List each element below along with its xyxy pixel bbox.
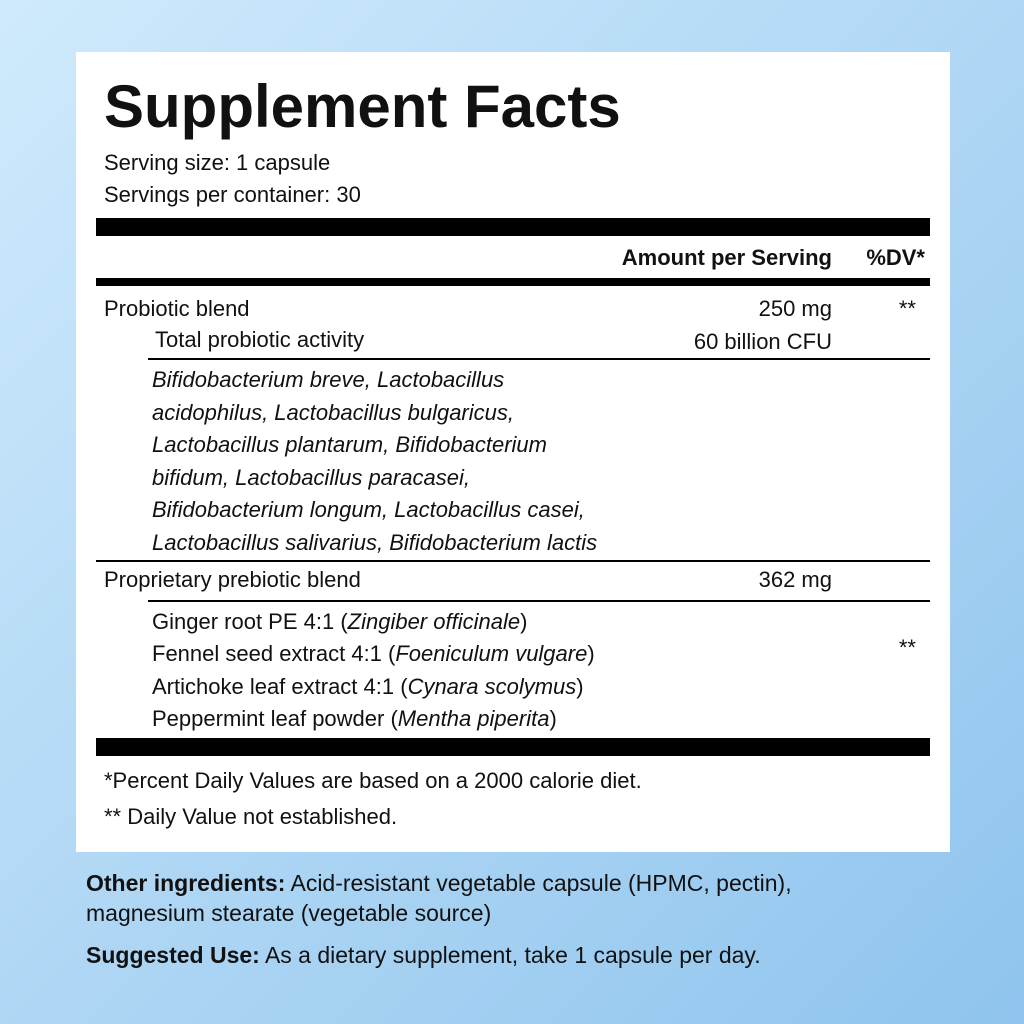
probiotic-dv: ** bbox=[898, 296, 916, 321]
thick-rule bbox=[96, 738, 930, 756]
thin-rule bbox=[148, 358, 930, 360]
ingredient-part: Foeniculum vulgare bbox=[395, 641, 588, 667]
strain-line: Lactobacillus plantarum, Bifidobacterium bbox=[152, 432, 547, 458]
thick-rule bbox=[96, 218, 930, 236]
servings-per-container: Servings per container: 30 bbox=[104, 182, 361, 207]
ingredient-part: ) bbox=[576, 673, 584, 699]
strain-line: bifidum, Lactobacillus paracasei, bbox=[152, 464, 470, 490]
strain-line: Bifidobacterium longum, Lactobacillus ca… bbox=[152, 497, 585, 523]
ingredient-part: Peppermint leaf powder ( bbox=[152, 705, 398, 731]
serving-size: Serving size: 1 capsule bbox=[104, 150, 331, 175]
dv-header: %DV* bbox=[866, 245, 925, 270]
ingredient-part: Cynara scolymus bbox=[407, 673, 577, 699]
medium-rule bbox=[96, 278, 930, 286]
probiotic-amount: 250 mg bbox=[758, 296, 832, 321]
strain-line: acidophilus, Lactobacillus bulgaricus, bbox=[152, 399, 514, 425]
ingredient-part: Ginger root PE 4:1 ( bbox=[152, 609, 348, 634]
ingredient-part: Fennel seed extract 4:1 ( bbox=[152, 641, 396, 667]
thin-rule bbox=[96, 560, 930, 562]
ingredient-line: Fennel seed extract 4:1 (Foeniculum vulg… bbox=[152, 641, 595, 667]
title: Supplement Facts bbox=[104, 73, 621, 140]
ingredient-part: ) bbox=[520, 609, 528, 634]
footnote: ** Daily Value not established. bbox=[104, 804, 398, 829]
activity-amount: 60 billion CFU bbox=[693, 329, 832, 354]
ingredient-part: ) bbox=[549, 705, 557, 731]
use-text: As a dietary supplement, take 1 capsule … bbox=[264, 942, 761, 968]
strain-line: Bifidobacterium breve, Lactobacillus bbox=[152, 367, 505, 392]
thin-rule bbox=[148, 600, 930, 602]
other-text: Acid-resistant vegetable capsule (HPMC, … bbox=[290, 870, 792, 896]
ingredient-line: Artichoke leaf extract 4:1 (Cynara scoly… bbox=[152, 674, 584, 700]
facts-panel bbox=[76, 52, 950, 852]
strain-line: Lactobacillus salivarius, Bifidobacteriu… bbox=[152, 530, 598, 555]
prebiotic-dv: ** bbox=[898, 635, 916, 660]
use-label: Suggested Use: bbox=[86, 942, 260, 968]
activity-name: Total probiotic activity bbox=[155, 327, 365, 352]
ingredient-line: Ginger root PE 4:1 (Zingiber officinale) bbox=[152, 609, 527, 635]
prebiotic-name: Proprietary prebiotic blend bbox=[104, 567, 361, 592]
probiotic-name: Probiotic blend bbox=[104, 296, 250, 321]
other-text: magnesium stearate (vegetable source) bbox=[86, 900, 492, 926]
other-label: Other ingredients: bbox=[86, 870, 286, 896]
amount-header: Amount per Serving bbox=[621, 245, 832, 270]
prebiotic-amount: 362 mg bbox=[758, 567, 832, 592]
footnote: *Percent Daily Values are based on a 200… bbox=[104, 768, 642, 793]
ingredient-line: Peppermint leaf powder (Mentha piperita) bbox=[152, 706, 557, 732]
ingredient-part: Artichoke leaf extract 4:1 ( bbox=[152, 673, 408, 699]
ingredient-part: Mentha piperita bbox=[397, 705, 550, 731]
ingredient-part: Zingiber officinale bbox=[347, 609, 521, 634]
ingredient-part: ) bbox=[587, 641, 595, 667]
